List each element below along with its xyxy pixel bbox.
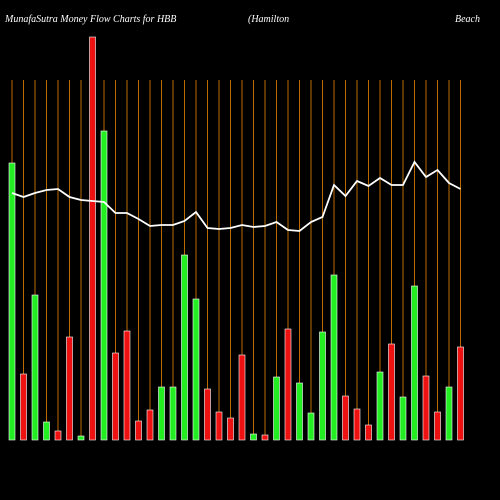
bar bbox=[204, 388, 211, 441]
bar bbox=[388, 343, 395, 441]
bar bbox=[342, 395, 349, 441]
bar bbox=[146, 409, 154, 441]
bar bbox=[434, 411, 441, 441]
bar bbox=[422, 375, 430, 441]
bar bbox=[353, 408, 361, 441]
bar bbox=[123, 330, 131, 441]
bar bbox=[261, 434, 269, 441]
bar bbox=[330, 274, 338, 441]
bar bbox=[112, 352, 119, 441]
bar bbox=[215, 411, 223, 441]
bar bbox=[319, 331, 326, 441]
chart-title: Beach bbox=[455, 14, 480, 25]
money-flow-line bbox=[11, 160, 461, 232]
chart-title: (Hamilton bbox=[248, 14, 289, 25]
bar bbox=[399, 396, 407, 441]
bar bbox=[376, 371, 384, 441]
bar bbox=[296, 382, 303, 441]
bar bbox=[238, 354, 246, 441]
bar bbox=[227, 417, 234, 441]
bar bbox=[158, 386, 165, 441]
bar bbox=[8, 162, 16, 441]
bar bbox=[135, 420, 142, 441]
bar bbox=[89, 36, 96, 441]
bar bbox=[66, 336, 73, 441]
bar bbox=[307, 412, 315, 441]
bar bbox=[365, 424, 372, 441]
bar bbox=[43, 421, 50, 441]
bar bbox=[181, 254, 188, 441]
bar bbox=[273, 376, 280, 441]
bar bbox=[169, 386, 177, 441]
bar bbox=[192, 298, 200, 441]
bar bbox=[20, 373, 27, 441]
bar bbox=[100, 130, 108, 441]
bar bbox=[457, 346, 464, 441]
bar bbox=[77, 435, 85, 441]
bar bbox=[250, 433, 257, 441]
chart-title: MunafaSutra Money Flow Charts for HBB bbox=[4, 14, 176, 25]
bar bbox=[54, 430, 62, 441]
bar bbox=[445, 386, 453, 441]
bar bbox=[411, 285, 418, 441]
bar bbox=[284, 328, 292, 441]
bar bbox=[31, 294, 39, 441]
